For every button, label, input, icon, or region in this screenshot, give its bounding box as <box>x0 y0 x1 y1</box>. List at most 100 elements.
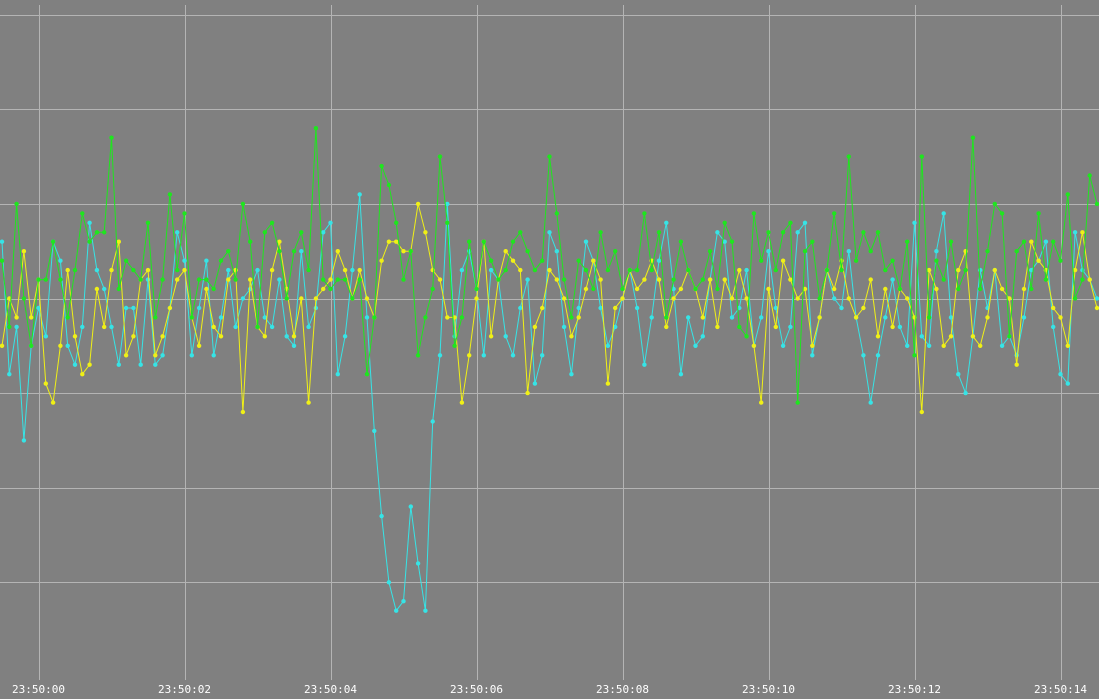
data-point <box>664 220 669 225</box>
data-point <box>729 315 735 320</box>
data-point <box>941 211 946 216</box>
data-point <box>525 277 530 282</box>
data-point <box>401 249 406 254</box>
data-point <box>722 277 727 282</box>
data-point <box>328 286 333 292</box>
data-point <box>415 561 421 566</box>
data-point <box>394 220 399 225</box>
data-point <box>883 286 888 292</box>
data-point <box>532 324 538 330</box>
data-point <box>919 409 924 415</box>
data-point <box>861 305 866 311</box>
data-point <box>50 400 56 405</box>
data-point <box>649 315 654 320</box>
data-point <box>72 362 78 367</box>
data-point <box>934 258 939 263</box>
data-point <box>160 277 165 282</box>
data-point <box>145 277 151 282</box>
data-point <box>671 277 676 282</box>
data-point <box>532 381 538 386</box>
data-point <box>634 267 640 273</box>
data-point <box>532 267 538 273</box>
data-point <box>313 305 319 311</box>
data-point <box>445 220 450 225</box>
data-point <box>248 277 253 282</box>
data-point <box>72 334 78 339</box>
data-point <box>328 220 333 225</box>
data-point <box>1087 277 1092 282</box>
x-tick-label: 23:50:02 <box>158 683 211 696</box>
data-point <box>43 277 48 282</box>
data-point <box>14 315 19 320</box>
data-point <box>102 324 107 330</box>
data-point <box>342 267 348 273</box>
data-point <box>766 230 771 235</box>
data-point <box>897 324 903 330</box>
data-point <box>423 230 428 235</box>
data-point <box>729 239 735 244</box>
data-point <box>963 390 968 396</box>
data-point <box>262 315 267 320</box>
data-point <box>437 277 443 282</box>
data-point <box>481 239 486 244</box>
data-point <box>1043 239 1049 244</box>
data-point <box>153 353 158 358</box>
data-point <box>970 135 976 140</box>
data-point <box>810 353 815 358</box>
data-point <box>372 315 377 320</box>
data-point <box>817 315 822 320</box>
data-point <box>810 239 815 244</box>
data-point <box>634 305 640 311</box>
x-tick-label: 23:50:10 <box>742 683 795 696</box>
data-point <box>941 277 946 282</box>
data-point <box>233 324 238 330</box>
data-point <box>291 334 297 339</box>
data-point <box>167 192 173 197</box>
data-point <box>87 239 92 244</box>
data-point <box>583 267 589 273</box>
data-point <box>926 267 932 273</box>
data-point <box>123 258 129 263</box>
data-point <box>948 239 954 244</box>
data-point <box>175 267 180 273</box>
data-point <box>131 334 136 339</box>
data-point <box>919 154 924 159</box>
data-point <box>978 343 983 348</box>
data-point <box>788 324 793 330</box>
data-point <box>94 267 100 273</box>
data-point <box>226 277 231 282</box>
x-tick-label: 23:50:12 <box>888 683 941 696</box>
data-point <box>1058 372 1063 377</box>
data-point <box>1072 267 1078 273</box>
data-point <box>707 277 713 282</box>
data-point <box>65 343 70 348</box>
data-point <box>94 286 100 292</box>
data-point <box>306 324 311 330</box>
data-point <box>21 296 27 301</box>
data-point <box>941 343 946 348</box>
data-point <box>167 305 173 311</box>
data-point <box>737 267 742 273</box>
data-point <box>364 372 370 377</box>
data-point <box>518 305 523 311</box>
data-point <box>912 353 917 358</box>
data-point <box>408 249 413 254</box>
data-point <box>992 201 997 207</box>
data-point <box>1021 315 1027 320</box>
data-point <box>1007 296 1012 301</box>
data-point <box>248 239 253 244</box>
data-point <box>182 211 187 216</box>
data-point <box>1094 305 1099 311</box>
data-point <box>58 343 63 348</box>
data-point <box>269 267 275 273</box>
data-point <box>569 372 574 377</box>
data-point <box>14 201 19 207</box>
data-point <box>255 324 260 330</box>
data-point <box>1014 249 1019 254</box>
data-point <box>751 211 757 216</box>
data-point <box>905 239 910 244</box>
data-point <box>890 258 895 263</box>
data-point <box>693 286 698 292</box>
x-tick-label: 23:50:14 <box>1034 683 1087 696</box>
data-point <box>14 324 19 330</box>
